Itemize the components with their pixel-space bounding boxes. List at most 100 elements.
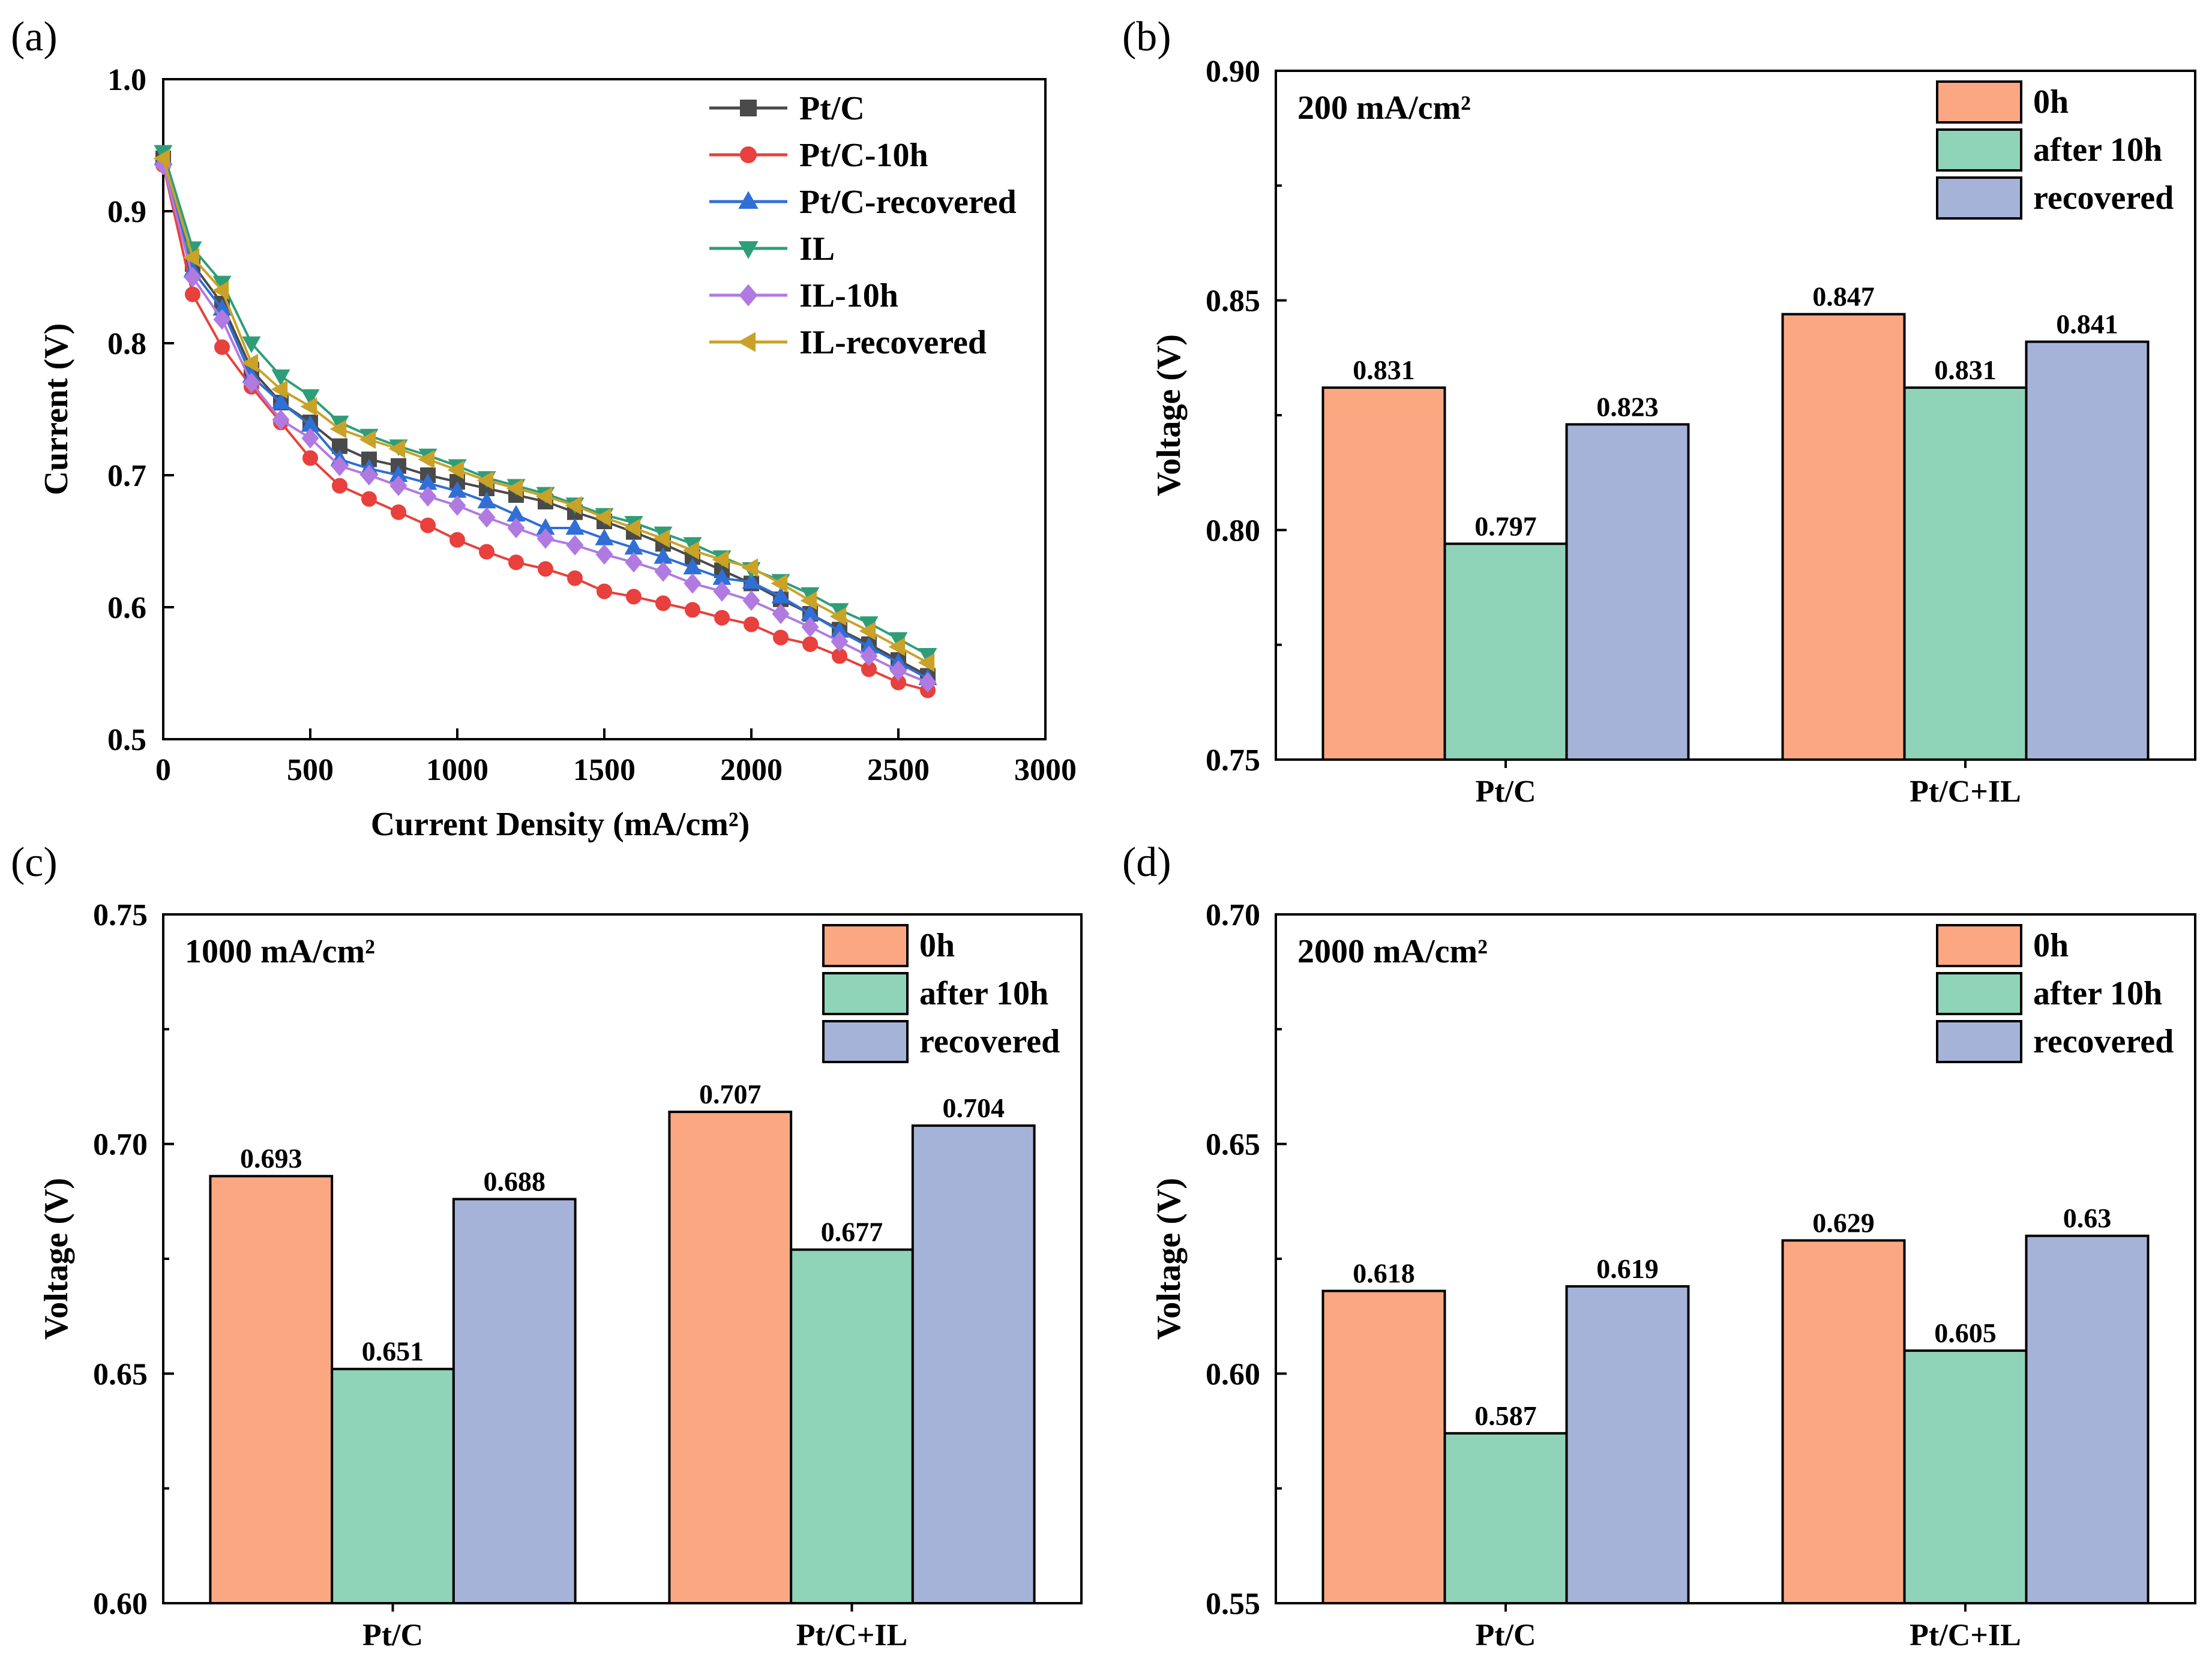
x-tick-label: Pt/C+IL xyxy=(796,1618,908,1652)
data-point xyxy=(476,471,494,490)
plot-frame xyxy=(1275,70,2196,761)
plot-frame xyxy=(1275,913,2196,1604)
panel-a-line-chart: (a) 0 500 1000 1500 2000 2500 3000 0.5 0.6 0.7 0.8 0… xyxy=(11,14,1077,843)
legend-label: IL xyxy=(799,230,835,268)
data-point xyxy=(389,475,407,496)
data-point xyxy=(624,518,641,538)
legend-marker xyxy=(738,191,759,209)
data-point xyxy=(329,419,347,439)
data-point xyxy=(359,430,376,449)
data-point xyxy=(801,616,819,638)
bar-recovered xyxy=(2025,340,2150,761)
data-point xyxy=(742,572,761,589)
y-tick-label: 0.60 xyxy=(93,1587,148,1621)
legend-label: IL-10h xyxy=(799,277,898,314)
data-point xyxy=(241,353,259,373)
y-tick-label: 0.55 xyxy=(1206,1587,1260,1621)
data-point xyxy=(448,495,466,516)
data-point xyxy=(331,455,349,476)
y-tick-label: 0.8 xyxy=(107,327,146,361)
data-point xyxy=(859,622,876,641)
data-label: 0.618 xyxy=(1353,1258,1415,1289)
data-point xyxy=(301,428,319,449)
data-label: 0.677 xyxy=(821,1217,883,1247)
data-point xyxy=(713,581,731,602)
data-label: 0.619 xyxy=(1596,1253,1659,1284)
panel-label: (b) xyxy=(1122,14,1171,60)
legend-label: Pt/C-recovered xyxy=(799,184,1017,221)
data-label: 0.63 xyxy=(2063,1203,2112,1234)
legend-swatch xyxy=(1936,1020,2022,1063)
legend-marker xyxy=(738,241,759,259)
data-point xyxy=(918,653,935,672)
y-tick-label: 0.6 xyxy=(107,591,146,625)
x-tick-label: Pt/C xyxy=(1475,775,1536,809)
y-tick-label: 0.65 xyxy=(93,1357,148,1391)
data-point xyxy=(773,629,789,646)
data-point xyxy=(271,380,288,399)
data-label: 0.823 xyxy=(1596,391,1659,422)
data-point xyxy=(447,460,464,479)
data-point xyxy=(831,631,849,652)
data-point xyxy=(420,517,436,533)
data-point xyxy=(829,607,847,626)
bar-recovered xyxy=(2025,1234,2150,1605)
data-label: 0.847 xyxy=(1812,281,1875,312)
data-point xyxy=(567,570,583,586)
y-axis-title: Voltage (V) xyxy=(38,1178,75,1340)
data-point xyxy=(626,589,642,605)
bar-group-pt-c-il: 0.707 0.677 0.704 xyxy=(668,1079,1036,1605)
data-point xyxy=(712,550,729,569)
data-point xyxy=(419,486,437,507)
data-point xyxy=(684,573,702,594)
data-point xyxy=(888,637,906,656)
bar-after-10h xyxy=(1903,386,2028,761)
y-tick-label: 1.0 xyxy=(107,63,146,97)
legend-label: recovered xyxy=(919,1023,1060,1060)
legend-swatch xyxy=(1936,176,2022,220)
x-tick-label: Pt/C xyxy=(362,1618,423,1652)
data-label: 0.841 xyxy=(2056,309,2118,340)
data-point xyxy=(742,590,760,611)
data-point xyxy=(360,464,378,486)
data-point xyxy=(889,660,907,681)
data-point xyxy=(802,636,818,652)
x-tick-label: Pt/C+IL xyxy=(1910,1618,2021,1652)
bar-group-pt-c-il: 0.629 0.605 0.63 xyxy=(1781,1203,2150,1605)
y-tick-label: 0.60 xyxy=(1206,1357,1260,1391)
plot-frame xyxy=(162,913,1083,1604)
data-label: 0.693 xyxy=(240,1143,302,1174)
bar-group-pt-c: 0.618 0.587 0.619 xyxy=(1321,1253,1690,1604)
legend: 0h after 10h recovered xyxy=(1936,924,2174,1063)
data-point xyxy=(714,610,730,626)
bar-0h xyxy=(1321,386,1446,761)
bar-recovered xyxy=(452,1198,577,1605)
data-point xyxy=(184,266,202,288)
legend-swatch xyxy=(1936,972,2022,1015)
x-tick-label: 1000 xyxy=(426,753,488,787)
series-il xyxy=(154,145,937,665)
data-label: 0.831 xyxy=(1353,355,1415,385)
panel-d-bar-chart: (d) 0.55 0.60 0.65 0.70 0.618 0.587 0.619 Pt/C 0.… xyxy=(1122,839,2196,1652)
y-axis-title: Voltage (V) xyxy=(1150,334,1188,496)
bar-0h xyxy=(1781,1239,1906,1605)
data-point xyxy=(361,491,377,507)
data-point xyxy=(594,508,612,527)
data-point xyxy=(654,561,672,582)
data-point xyxy=(508,554,524,571)
data-point xyxy=(391,504,406,520)
data-point xyxy=(566,535,584,556)
legend-marker xyxy=(740,100,757,116)
data-point xyxy=(536,528,555,549)
data-point xyxy=(418,450,435,469)
x-tick-label: 3000 xyxy=(1014,753,1077,787)
data-label: 0.831 xyxy=(1934,355,1997,385)
legend-marker xyxy=(740,146,757,163)
data-point xyxy=(625,552,643,573)
legend-label: Pt/C-10h xyxy=(799,137,928,174)
data-point xyxy=(860,646,878,667)
legend-label: recovered xyxy=(2033,179,2174,217)
bar-after-10h xyxy=(790,1248,914,1604)
legend-marker xyxy=(738,332,756,352)
data-point xyxy=(271,369,290,386)
